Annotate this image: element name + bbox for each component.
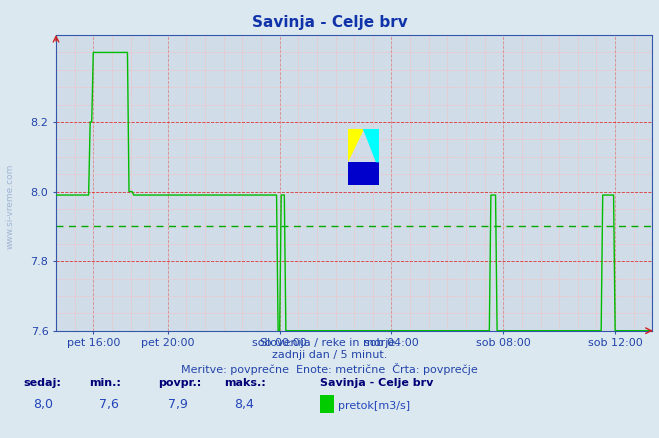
Text: www.si-vreme.com: www.si-vreme.com — [6, 163, 15, 248]
Text: Savinja - Celje brv: Savinja - Celje brv — [252, 15, 407, 30]
Text: 7,9: 7,9 — [168, 398, 188, 411]
Text: Savinja - Celje brv: Savinja - Celje brv — [320, 378, 433, 388]
Polygon shape — [363, 129, 379, 162]
Text: 7,6: 7,6 — [99, 398, 119, 411]
Text: pretok[m3/s]: pretok[m3/s] — [338, 401, 410, 411]
Text: sedaj:: sedaj: — [23, 378, 61, 388]
Text: Slovenija / reke in morje.: Slovenija / reke in morje. — [260, 338, 399, 348]
Text: zadnji dan / 5 minut.: zadnji dan / 5 minut. — [272, 350, 387, 360]
Text: povpr.:: povpr.: — [158, 378, 202, 388]
Text: 8,0: 8,0 — [33, 398, 53, 411]
Text: maks.:: maks.: — [224, 378, 266, 388]
Polygon shape — [348, 162, 379, 184]
Text: min.:: min.: — [89, 378, 121, 388]
Text: 8,4: 8,4 — [234, 398, 254, 411]
Polygon shape — [363, 129, 379, 162]
Text: Meritve: povprečne  Enote: metrične  Črta: povprečje: Meritve: povprečne Enote: metrične Črta:… — [181, 363, 478, 374]
Polygon shape — [348, 129, 364, 162]
